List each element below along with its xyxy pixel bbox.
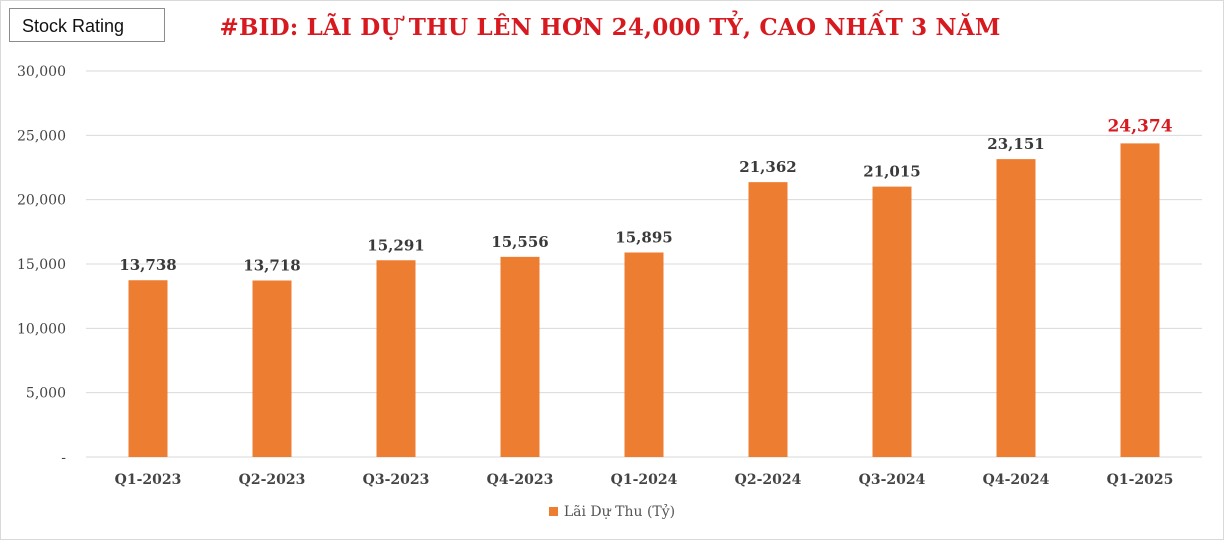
- stock-rating-badge: Stock Rating: [9, 8, 165, 42]
- x-tick-label: Q3-2024: [859, 472, 926, 488]
- chart-title: #BID: LÃI DỰ THU LÊN HƠN 24,000 TỶ, CAO …: [219, 14, 1001, 41]
- x-tick-label: Q2-2024: [735, 472, 802, 488]
- data-label: 23,151: [987, 135, 1044, 153]
- bar: [252, 280, 292, 457]
- data-label: 13,718: [243, 256, 300, 274]
- bar: [624, 252, 664, 457]
- y-tick-label: 5,000: [26, 386, 66, 402]
- bar: [500, 256, 540, 457]
- data-label: 13,738: [119, 256, 176, 274]
- x-tick-label: Q4-2024: [983, 472, 1050, 488]
- x-tick-label: Q1-2025: [1107, 472, 1174, 488]
- bar: [748, 182, 788, 457]
- legend-swatch-icon: [548, 507, 558, 516]
- x-tick-label: Q4-2023: [487, 472, 554, 488]
- bar: [376, 260, 416, 457]
- data-label: 15,291: [367, 236, 424, 254]
- bar: [996, 159, 1036, 458]
- y-tick-label: 10,000: [17, 321, 66, 337]
- x-tick-label: Q3-2023: [363, 472, 430, 488]
- data-label: 15,895: [615, 228, 672, 246]
- bar: [1120, 143, 1160, 457]
- y-tick-label: 30,000: [17, 64, 66, 80]
- data-label: 24,374: [1107, 116, 1172, 136]
- x-tick-label: Q1-2023: [115, 472, 182, 488]
- data-label: 21,362: [739, 158, 796, 176]
- x-tick-label: Q2-2023: [239, 472, 306, 488]
- bar: [872, 186, 912, 457]
- x-tick-label: Q1-2024: [611, 472, 678, 488]
- legend: Lãi Dự Thu (Tỷ): [0, 504, 1224, 520]
- data-label: 15,556: [491, 233, 548, 251]
- y-tick-label: -: [61, 450, 66, 466]
- data-label: 21,015: [863, 163, 920, 181]
- y-tick-label: 25,000: [17, 128, 66, 144]
- y-tick-label: 15,000: [17, 257, 66, 273]
- bar: [128, 280, 168, 457]
- y-tick-label: 20,000: [17, 193, 66, 209]
- legend-label: Lãi Dự Thu (Tỷ): [563, 504, 676, 520]
